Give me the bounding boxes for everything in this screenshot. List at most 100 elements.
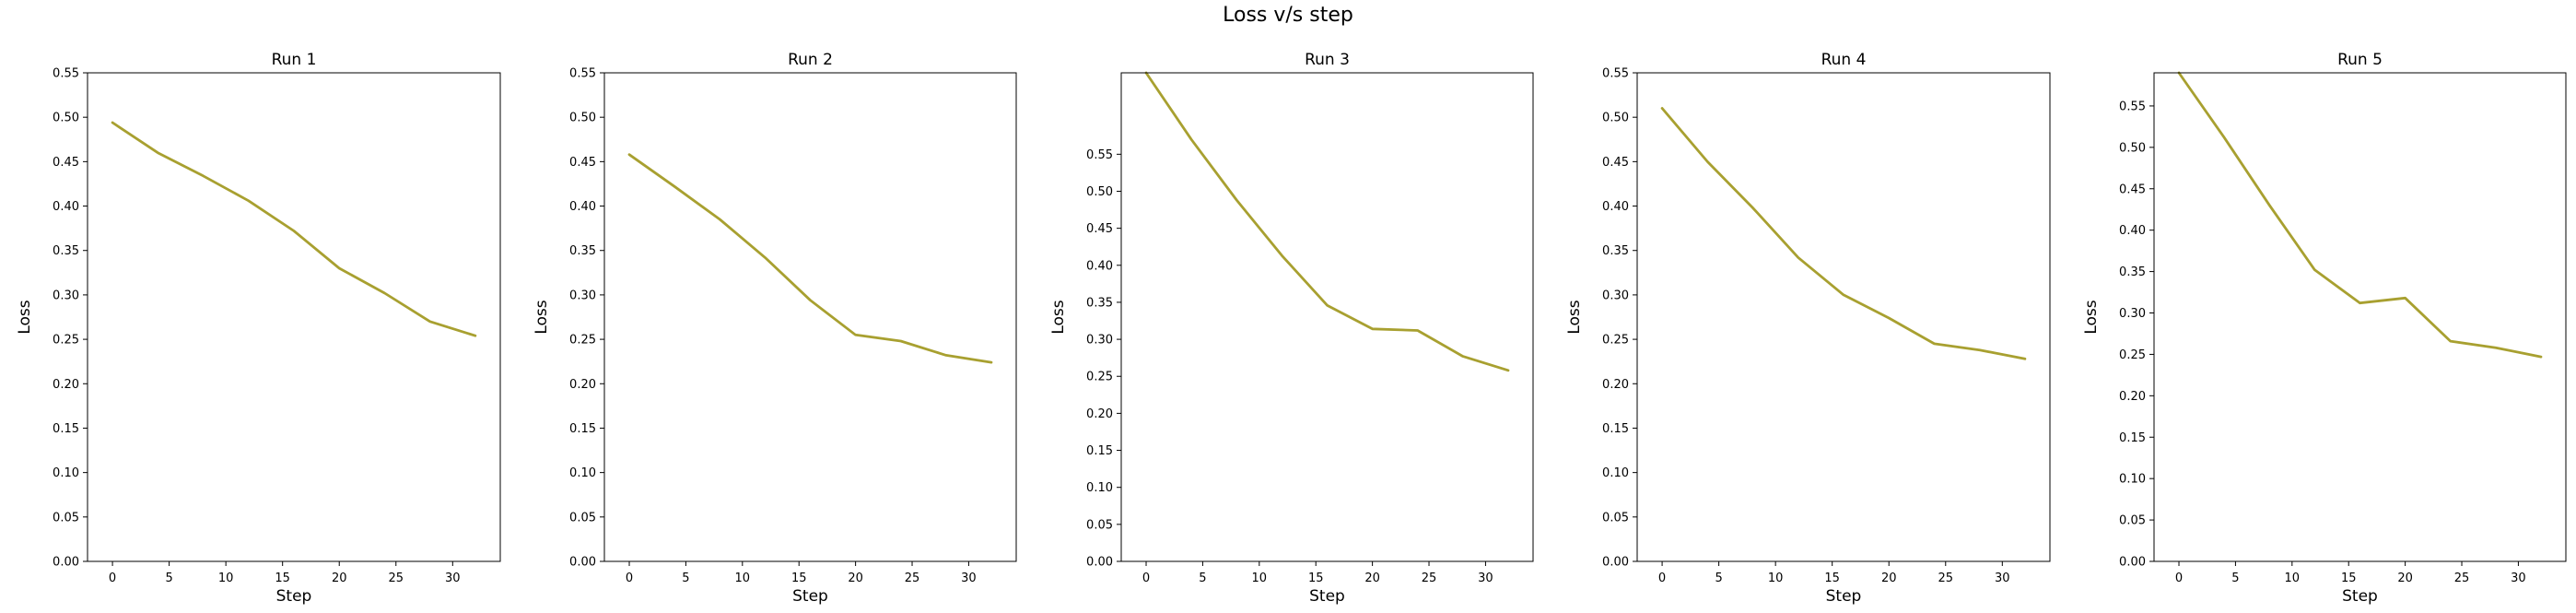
run2-xtick-label: 30 [961,572,977,585]
run2-title: Run 2 [788,51,833,69]
run3-xtick-label: 0 [1142,572,1150,585]
run3-ytick-label: 0.55 [1086,148,1113,162]
run4-xtick-label: 5 [1715,572,1722,585]
figure-title: Loss v/s step [1223,4,1353,27]
run3-ytick-label: 0.50 [1086,185,1113,199]
run3-xtick-label: 25 [1422,572,1437,585]
run3-ytick-label: 0.20 [1086,407,1113,421]
run5-ytick-label: 0.15 [2119,431,2146,445]
run5-xlabel: Step [2342,587,2378,606]
run4-ytick-label: 0.55 [1602,67,1629,81]
run5-ytick-label: 0.20 [2119,390,2146,404]
run2-ytick-label: 0.10 [569,466,596,480]
run1-xtick-label: 0 [109,572,116,585]
run3-xlabel: Step [1309,587,1345,606]
run5-ytick-label: 0.05 [2119,514,2146,528]
run5-loss-line [2177,71,2543,359]
run3-ytick-label: 0.40 [1086,259,1113,273]
run4-xtick-label: 15 [1824,572,1840,585]
run4-xtick-label: 0 [1658,572,1666,585]
run4-ytick-label: 0.25 [1602,334,1629,348]
run5-xtick-label: 10 [2285,572,2301,585]
run3-ytick-label: 0.25 [1086,371,1113,384]
run2-ytick-label: 0.30 [569,289,596,302]
run4-ytick-label: 0.35 [1602,244,1629,258]
run3-xtick-label: 5 [1199,572,1206,585]
run5-ytick-label: 0.35 [2119,265,2146,279]
run4-axes-frame [1636,72,2051,562]
run3-ytick-label: 0.05 [1086,518,1113,532]
run1-ytick-label: 0.25 [53,334,79,348]
run2-ytick-label: 0.20 [569,378,596,392]
run2-xlabel: Step [792,587,828,606]
run5-ytick-label: 0.55 [2119,100,2146,113]
run1-ytick-label: 0.10 [53,466,79,480]
run3-xtick-label: 10 [1252,572,1268,585]
run4-xtick-label: 25 [1938,572,1953,585]
run2-ylabel: Loss [533,300,551,334]
run5-ytick-label: 0.40 [2119,224,2146,238]
run2-ytick-label: 0.55 [569,67,596,81]
run1-xtick-label: 30 [445,572,461,585]
run4-xtick-label: 30 [1995,572,2010,585]
run5-xtick-label: 30 [2511,572,2526,585]
run1-ytick-label: 0.05 [53,511,79,525]
run1-loss-line [111,121,477,337]
run2-ytick-label: 0.15 [569,422,596,436]
run1-ytick-label: 0.40 [53,200,79,214]
run5-xtick-label: 15 [2341,572,2357,585]
run4-xtick-label: 10 [1768,572,1784,585]
run4-xlabel: Step [1826,587,1862,606]
run5-ytick-label: 0.30 [2119,307,2146,321]
run1-xtick-label: 25 [388,572,404,585]
run2-loss-line [627,153,993,364]
run2-ytick-label: 0.00 [569,556,596,570]
run3-xtick-label: 20 [1364,572,1380,585]
run4-ytick-label: 0.50 [1602,112,1629,125]
run1-xlabel: Step [276,587,312,606]
run5-xtick-label: 20 [2397,572,2413,585]
run2-ytick-label: 0.40 [569,200,596,214]
run2-ytick-label: 0.35 [569,244,596,258]
run2-xtick-label: 10 [735,572,751,585]
run1-xtick-label: 5 [165,572,172,585]
run5-xtick-label: 0 [2175,572,2183,585]
run2-ytick-label: 0.25 [569,334,596,348]
run2-xtick-label: 0 [626,572,633,585]
run5-axes-frame [2153,72,2567,562]
run3-ylabel: Loss [1049,300,1068,334]
run4-ytick-label: 0.40 [1602,200,1629,214]
run3-title: Run 3 [1305,51,1350,69]
run5-ytick-label: 0.00 [2119,556,2146,570]
run5-title: Run 5 [2337,51,2383,69]
run3-ytick-label: 0.35 [1086,296,1113,310]
run1-xtick-label: 20 [332,572,347,585]
run3-ytick-label: 0.10 [1086,481,1113,495]
run5-ytick-label: 0.25 [2119,348,2146,362]
run4-xtick-label: 20 [1881,572,1897,585]
run4-ytick-label: 0.20 [1602,378,1629,392]
run4-title: Run 4 [1821,51,1867,69]
run4-loss-line [1660,107,2027,360]
run4-ytick-label: 0.00 [1602,556,1629,570]
run5-ylabel: Loss [2082,300,2101,334]
run3-ytick-label: 0.00 [1086,556,1113,570]
run2-ytick-label: 0.45 [569,156,596,170]
run4-ytick-label: 0.30 [1602,289,1629,302]
run1-ytick-label: 0.50 [53,112,79,125]
run1-ytick-label: 0.30 [53,289,79,302]
run2-xtick-label: 20 [848,572,863,585]
run5-ytick-label: 0.50 [2119,141,2146,155]
run4-ytick-label: 0.10 [1602,466,1629,480]
run1-title: Run 1 [272,51,317,69]
run3-xtick-label: 15 [1308,572,1324,585]
run4-ytick-label: 0.45 [1602,156,1629,170]
run1-xtick-label: 10 [218,572,234,585]
run2-xtick-label: 25 [905,572,920,585]
run1-ytick-label: 0.45 [53,156,79,170]
run2-ytick-label: 0.05 [569,511,596,525]
run1-ytick-label: 0.15 [53,422,79,436]
run5-ytick-label: 0.10 [2119,473,2146,487]
